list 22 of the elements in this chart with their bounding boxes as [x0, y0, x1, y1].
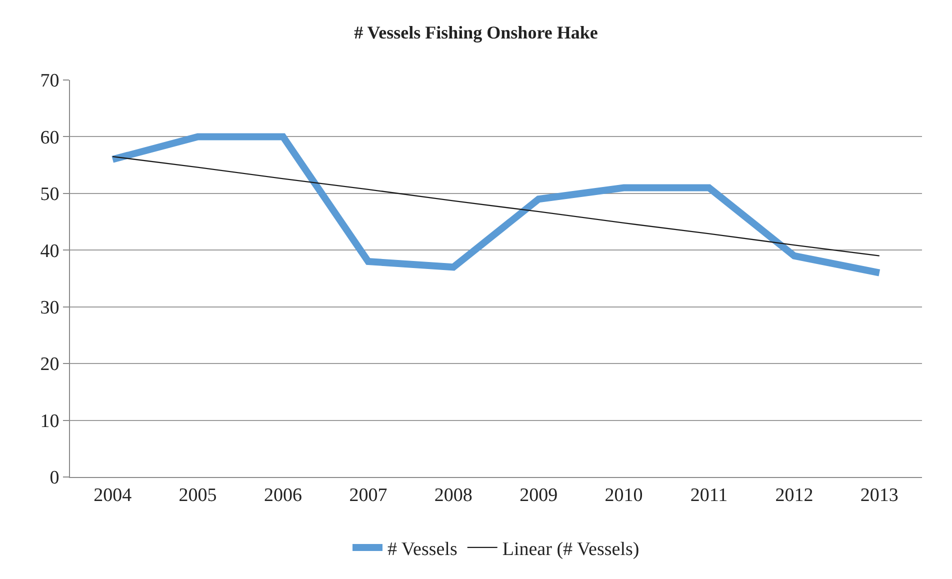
- x-tick-label: 2005: [178, 484, 217, 506]
- legend-label: # Vessels: [388, 538, 458, 560]
- x-tick-label: 2009: [520, 484, 558, 506]
- y-tick-label: 50: [40, 184, 60, 206]
- y-tick-label: 70: [40, 70, 60, 92]
- legend-label: Linear (# Vessels): [502, 538, 640, 560]
- x-tick-label: 2006: [264, 484, 302, 506]
- y-tick-label: 10: [40, 410, 60, 432]
- y-tick-label: 0: [50, 468, 60, 489]
- x-tick-label: 2007: [349, 484, 388, 506]
- line-series: [112, 156, 880, 256]
- x-tick-label: 2008: [434, 484, 472, 506]
- chart-title: # Vessels Fishing Onshore Hake: [354, 22, 598, 43]
- x-tick-label: 2011: [690, 484, 728, 506]
- y-tick-label: 60: [40, 127, 60, 148]
- x-tick-label: 2012: [775, 484, 814, 506]
- y-tick-label: 30: [40, 298, 60, 319]
- y-tick-label: 20: [40, 354, 60, 376]
- x-tick-label: 2004: [94, 484, 132, 506]
- x-tick-label: 2013: [860, 484, 898, 506]
- x-tick-label: 2010: [604, 484, 643, 506]
- y-tick-label: 40: [40, 240, 60, 262]
